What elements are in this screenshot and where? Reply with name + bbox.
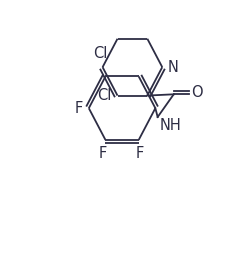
Text: F: F — [75, 101, 83, 116]
Text: F: F — [99, 146, 107, 161]
Text: N: N — [168, 60, 179, 75]
Text: Cl: Cl — [97, 88, 112, 103]
Text: NH: NH — [160, 118, 182, 133]
Text: F: F — [136, 146, 144, 161]
Text: Cl: Cl — [93, 46, 107, 61]
Text: O: O — [191, 85, 203, 100]
